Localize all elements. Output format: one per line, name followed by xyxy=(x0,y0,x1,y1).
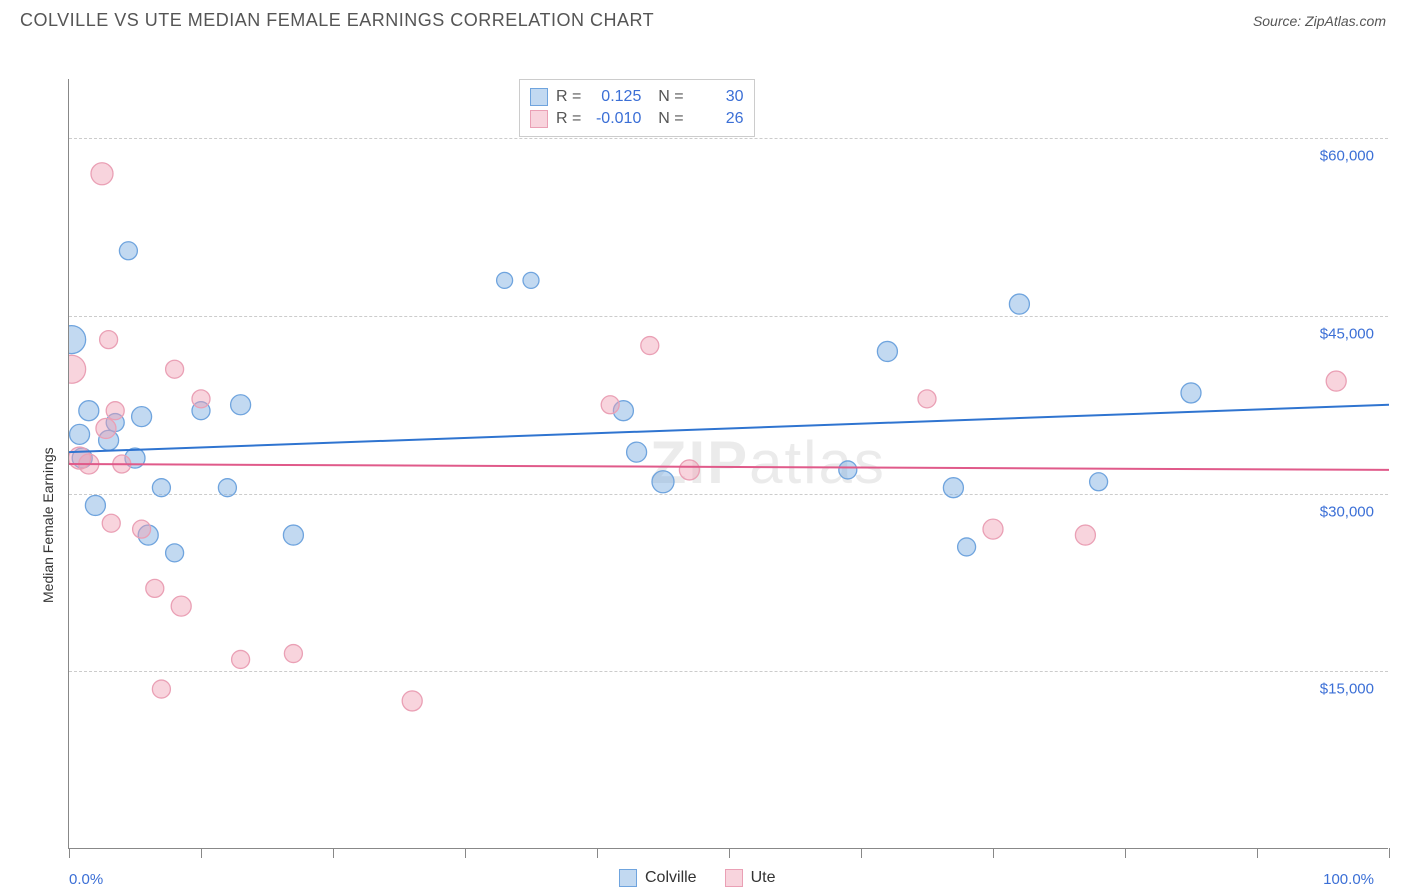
scatter-point xyxy=(601,396,619,414)
scatter-point xyxy=(70,424,90,444)
y-axis-label: Median Female Earnings xyxy=(40,447,56,603)
legend-row: R = -0.010 N = 26 xyxy=(530,108,744,130)
scatter-point xyxy=(1075,525,1095,545)
scatter-point xyxy=(79,401,99,421)
scatter-point xyxy=(69,355,86,383)
scatter-point xyxy=(641,337,659,355)
scatter-point xyxy=(627,442,647,462)
series-legend: Colville Ute xyxy=(619,869,775,887)
scatter-point xyxy=(100,331,118,349)
x-tick xyxy=(1125,848,1126,858)
scatter-point xyxy=(133,520,151,538)
chart-source: Source: ZipAtlas.com xyxy=(1253,13,1386,29)
legend-n-value: 30 xyxy=(692,88,744,106)
trend-line xyxy=(69,405,1389,452)
scatter-point xyxy=(218,479,236,497)
scatter-point xyxy=(283,525,303,545)
scatter-point xyxy=(1326,371,1346,391)
scatter-point xyxy=(85,495,105,515)
correlation-legend: R = 0.125 N = 30 R = -0.010 N = 26 xyxy=(519,79,755,137)
scatter-point xyxy=(102,514,120,532)
x-max-label: 100.0% xyxy=(1323,871,1374,888)
scatter-point xyxy=(497,272,513,288)
scatter-point xyxy=(152,479,170,497)
scatter-point xyxy=(1009,294,1029,314)
scatter-point xyxy=(171,596,191,616)
legend-r-value: -0.010 xyxy=(589,110,641,128)
x-tick xyxy=(69,848,70,858)
scatter-point xyxy=(106,402,124,420)
scatter-point xyxy=(166,360,184,378)
scatter-point xyxy=(877,341,897,361)
x-tick xyxy=(993,848,994,858)
x-tick xyxy=(1389,848,1390,858)
x-tick xyxy=(729,848,730,858)
scatter-point xyxy=(69,326,86,354)
x-tick xyxy=(1257,848,1258,858)
legend-swatch xyxy=(725,869,743,887)
x-tick xyxy=(201,848,202,858)
scatter-point xyxy=(132,407,152,427)
scatter-point xyxy=(166,544,184,562)
legend-r-label: R = xyxy=(556,110,581,128)
chart-header: COLVILLE VS UTE MEDIAN FEMALE EARNINGS C… xyxy=(0,0,1406,37)
scatter-point xyxy=(918,390,936,408)
scatter-point xyxy=(958,538,976,556)
scatter-point xyxy=(1090,473,1108,491)
legend-swatch xyxy=(530,110,548,128)
chart-title: COLVILLE VS UTE MEDIAN FEMALE EARNINGS C… xyxy=(20,10,654,31)
legend-r-label: R = xyxy=(556,88,581,106)
scatter-point xyxy=(152,680,170,698)
legend-n-label: N = xyxy=(649,110,683,128)
legend-r-value: 0.125 xyxy=(589,88,641,106)
legend-row: R = 0.125 N = 30 xyxy=(530,86,744,108)
scatter-point xyxy=(192,390,210,408)
scatter-point xyxy=(1181,383,1201,403)
scatter-point xyxy=(839,461,857,479)
legend-swatch xyxy=(619,869,637,887)
scatter-point xyxy=(231,395,251,415)
legend-n-value: 26 xyxy=(692,110,744,128)
scatter-point xyxy=(402,691,422,711)
scatter-point xyxy=(96,418,116,438)
scatter-point xyxy=(119,242,137,260)
series-legend-item: Colville xyxy=(619,869,697,887)
scatter-point xyxy=(523,272,539,288)
series-name: Colville xyxy=(645,869,697,887)
legend-swatch xyxy=(530,88,548,106)
scatter-point xyxy=(983,519,1003,539)
x-tick xyxy=(333,848,334,858)
series-name: Ute xyxy=(751,869,776,887)
scatter-point xyxy=(146,579,164,597)
x-min-label: 0.0% xyxy=(69,871,103,888)
scatter-point xyxy=(943,478,963,498)
scatter-point xyxy=(284,645,302,663)
legend-n-label: N = xyxy=(649,88,683,106)
series-legend-item: Ute xyxy=(725,869,776,887)
x-tick xyxy=(597,848,598,858)
x-tick xyxy=(465,848,466,858)
trend-line xyxy=(69,464,1389,470)
scatter-svg xyxy=(69,79,1389,849)
scatter-point xyxy=(679,460,699,480)
scatter-point xyxy=(232,650,250,668)
scatter-point xyxy=(652,471,674,493)
plot-area: ZIPatlas $15,000$30,000$45,000$60,0000.0… xyxy=(68,79,1388,849)
scatter-point xyxy=(91,163,113,185)
x-tick xyxy=(861,848,862,858)
